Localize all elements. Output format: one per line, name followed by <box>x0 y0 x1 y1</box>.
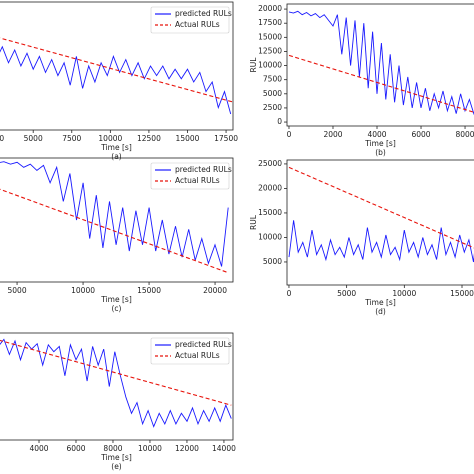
x-axis-label: Time [s] <box>364 298 396 307</box>
x-tick-label: 2000 <box>323 130 342 139</box>
x-tick-label: 4000 <box>367 130 386 139</box>
x-tick-label: 14000 <box>212 444 236 453</box>
series-line <box>0 161 229 267</box>
y-tick-label: 20000 <box>258 4 282 13</box>
caption: (d) <box>375 307 386 316</box>
x-tick-label: 7500 <box>62 134 81 143</box>
legend-label: Actual RULs <box>175 351 220 360</box>
x-tick-label: 10000 <box>392 289 416 298</box>
x-tick-label: 5000 <box>337 289 356 298</box>
x-tick-label: 0 <box>287 289 292 298</box>
x-axis-label: Time [s] <box>100 143 132 152</box>
x-tick-label: 15000 <box>450 289 474 298</box>
x-axis-label: Time [s] <box>100 453 132 462</box>
x-tick-label: 10000 <box>98 134 122 143</box>
y-tick-label: 7500 <box>263 75 282 84</box>
x-tick-label: 4000 <box>29 444 48 453</box>
series-line <box>0 339 232 406</box>
plot <box>0 338 232 428</box>
axes-frame <box>0 157 234 283</box>
x-tick-label: 0 <box>287 130 292 139</box>
axes-frame <box>0 332 234 441</box>
legend-label: predicted RULs <box>175 340 232 349</box>
x-tick-label: 6000 <box>411 130 430 139</box>
axes-frame <box>286 3 474 127</box>
y-axis-label: RUL <box>249 214 258 230</box>
legend-label: Actual RULs <box>175 176 220 185</box>
x-tick-label: 17500 <box>214 134 238 143</box>
y-tick-label: 15000 <box>258 32 282 41</box>
y-tick-label: 0 <box>277 117 282 126</box>
y-tick-label: 15000 <box>258 208 282 217</box>
x-tick-label: 5000 <box>24 134 43 143</box>
x-tick-label: 20000 <box>203 286 227 295</box>
legend-label: Actual RULs <box>175 20 220 29</box>
axes-frame <box>0 1 234 131</box>
series-line <box>0 37 233 103</box>
y-tick-label: 10000 <box>258 232 282 241</box>
series-line <box>0 45 232 115</box>
x-tick-label: 10000 <box>71 286 95 295</box>
x-tick-label: 8000 <box>455 130 474 139</box>
y-tick-label: 5000 <box>263 89 282 98</box>
series-line <box>288 10 474 115</box>
plot <box>0 37 233 115</box>
y-tick-label: 17500 <box>258 18 282 27</box>
x-tick-label: 10000 <box>138 444 162 453</box>
caption: (c) <box>112 304 122 313</box>
x-tick-label: 15000 <box>137 286 161 295</box>
x-tick-label: 15000 <box>176 134 200 143</box>
y-tick-label: 5000 <box>263 257 282 266</box>
series-line <box>288 220 474 263</box>
axes-frame <box>286 159 474 286</box>
series-line <box>288 54 474 113</box>
plot <box>288 10 474 115</box>
caption: (a) <box>111 152 122 161</box>
x-axis-label: Time [s] <box>100 295 132 304</box>
y-tick-label: 12500 <box>258 46 282 55</box>
plot <box>0 161 229 274</box>
x-tick-label: 5000 <box>8 286 27 295</box>
series-line <box>0 188 229 274</box>
x-axis-label: Time [s] <box>364 139 396 148</box>
x-tick-label: 12500 <box>137 134 161 143</box>
series-line <box>0 338 232 428</box>
caption: (e) <box>111 462 122 471</box>
legend-label: predicted RULs <box>175 165 232 174</box>
y-tick-label: 10000 <box>258 61 282 70</box>
y-tick-label: 2500 <box>263 103 282 112</box>
x-tick-label: 6000 <box>66 444 85 453</box>
x-tick-label: 8000 <box>103 444 122 453</box>
x-tick-label: 12000 <box>175 444 199 453</box>
y-tick-label: 25000 <box>258 159 282 168</box>
y-tick-label: 20000 <box>258 183 282 192</box>
y-axis-label: RUL <box>249 57 258 73</box>
series-line <box>288 166 474 249</box>
plot <box>288 166 474 263</box>
x-tick-label: 2500 <box>0 134 4 143</box>
legend-label: predicted RULs <box>175 9 232 18</box>
caption: (b) <box>375 148 386 157</box>
